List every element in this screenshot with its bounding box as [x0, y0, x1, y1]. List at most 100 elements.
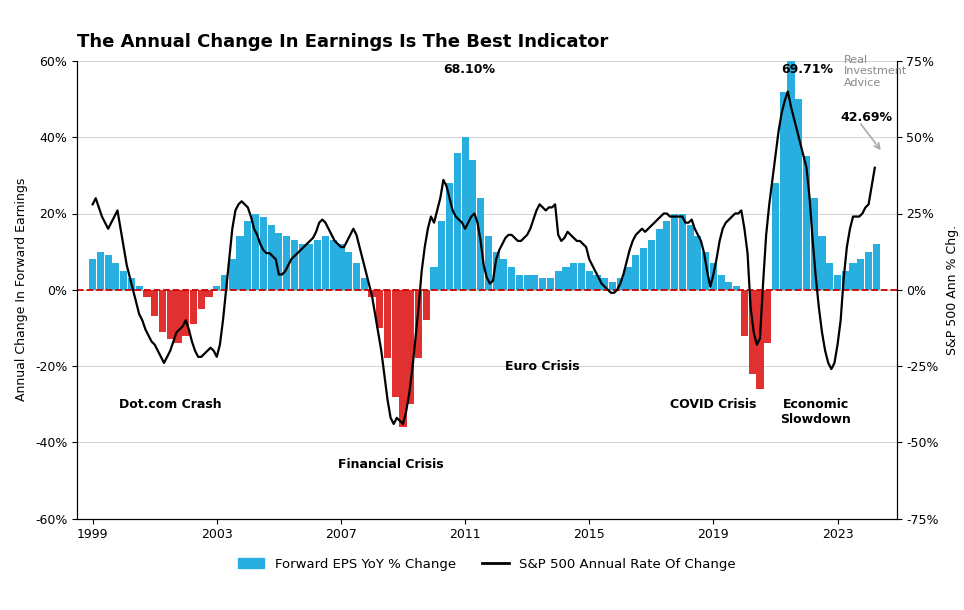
Text: 68.10%: 68.10%	[443, 63, 495, 76]
Bar	[857, 259, 865, 290]
Bar	[679, 214, 686, 290]
Bar	[780, 92, 787, 290]
Bar	[244, 221, 252, 290]
Bar	[656, 229, 662, 290]
Bar	[640, 248, 647, 290]
Bar	[167, 290, 174, 339]
Text: Financial Crisis: Financial Crisis	[337, 458, 443, 470]
Bar	[384, 290, 391, 359]
Bar	[423, 290, 430, 320]
Bar	[299, 244, 306, 290]
Bar	[291, 240, 298, 290]
Bar	[757, 290, 763, 389]
Bar	[353, 263, 360, 290]
Bar	[632, 256, 639, 290]
Bar	[625, 267, 631, 290]
Bar	[307, 244, 313, 290]
Bar	[725, 282, 733, 290]
Bar	[733, 286, 740, 290]
Bar	[609, 282, 616, 290]
Bar	[663, 221, 670, 290]
Bar	[795, 99, 802, 290]
Bar	[236, 236, 244, 290]
Bar	[811, 198, 817, 290]
Bar	[89, 259, 96, 290]
Bar	[439, 221, 445, 290]
Bar	[399, 290, 407, 427]
Bar	[361, 278, 368, 290]
Bar	[523, 274, 531, 290]
Bar	[252, 214, 259, 290]
Bar	[446, 183, 453, 290]
Bar	[415, 290, 422, 359]
Bar	[368, 290, 376, 298]
Bar	[500, 259, 507, 290]
Bar	[314, 240, 321, 290]
Bar	[198, 290, 204, 309]
Text: The Annual Change In Earnings Is The Best Indicator: The Annual Change In Earnings Is The Bes…	[77, 33, 608, 51]
Bar	[865, 251, 872, 290]
Legend: Forward EPS YoY % Change, S&P 500 Annual Rate Of Change: Forward EPS YoY % Change, S&P 500 Annual…	[232, 553, 741, 576]
Bar	[128, 278, 135, 290]
Bar	[136, 286, 143, 290]
Bar	[221, 274, 228, 290]
Text: Real
Investment
Advice: Real Investment Advice	[844, 55, 907, 88]
Bar	[686, 225, 694, 290]
Bar	[586, 271, 593, 290]
Bar	[872, 244, 880, 290]
Bar	[577, 263, 585, 290]
Bar	[617, 278, 624, 290]
Bar	[531, 274, 539, 290]
Bar	[562, 267, 570, 290]
Bar	[182, 290, 189, 336]
Bar	[462, 137, 469, 290]
Text: Euro Crisis: Euro Crisis	[505, 361, 580, 373]
Bar	[477, 198, 484, 290]
Bar	[648, 240, 655, 290]
Bar	[539, 278, 547, 290]
Bar	[283, 236, 290, 290]
Bar	[671, 214, 678, 290]
Bar	[485, 236, 492, 290]
Bar	[803, 156, 810, 290]
Bar	[259, 217, 267, 290]
Bar	[570, 263, 577, 290]
Text: 69.71%: 69.71%	[782, 63, 834, 76]
Bar	[228, 259, 236, 290]
Bar	[493, 251, 499, 290]
Bar	[454, 152, 461, 290]
Bar	[151, 290, 158, 317]
Bar	[717, 274, 725, 290]
Bar	[213, 286, 221, 290]
Bar	[205, 290, 213, 298]
Bar	[788, 61, 794, 290]
Text: Dot.com Crash: Dot.com Crash	[119, 398, 222, 411]
Bar	[594, 274, 601, 290]
Bar	[469, 160, 476, 290]
Bar	[104, 256, 112, 290]
Bar	[764, 290, 771, 343]
Bar	[694, 236, 702, 290]
Bar	[516, 274, 523, 290]
Y-axis label: S&P 500 Ann % Chg.: S&P 500 Ann % Chg.	[946, 224, 958, 355]
Bar	[842, 271, 849, 290]
Bar	[431, 267, 438, 290]
Bar	[120, 271, 127, 290]
Bar	[268, 225, 275, 290]
Bar	[376, 290, 384, 328]
Bar	[741, 290, 748, 336]
Bar	[330, 240, 336, 290]
Bar	[710, 263, 717, 290]
Y-axis label: Annual Change In Forward Earnings: Annual Change In Forward Earnings	[15, 178, 28, 401]
Bar	[772, 183, 779, 290]
Bar	[337, 244, 344, 290]
Bar	[159, 290, 166, 332]
Bar	[834, 274, 842, 290]
Bar	[113, 263, 120, 290]
Text: Economic
Slowdown: Economic Slowdown	[781, 398, 851, 426]
Bar	[407, 290, 415, 404]
Bar	[345, 251, 352, 290]
Bar	[702, 251, 710, 290]
Bar	[508, 267, 515, 290]
Bar	[826, 263, 833, 290]
